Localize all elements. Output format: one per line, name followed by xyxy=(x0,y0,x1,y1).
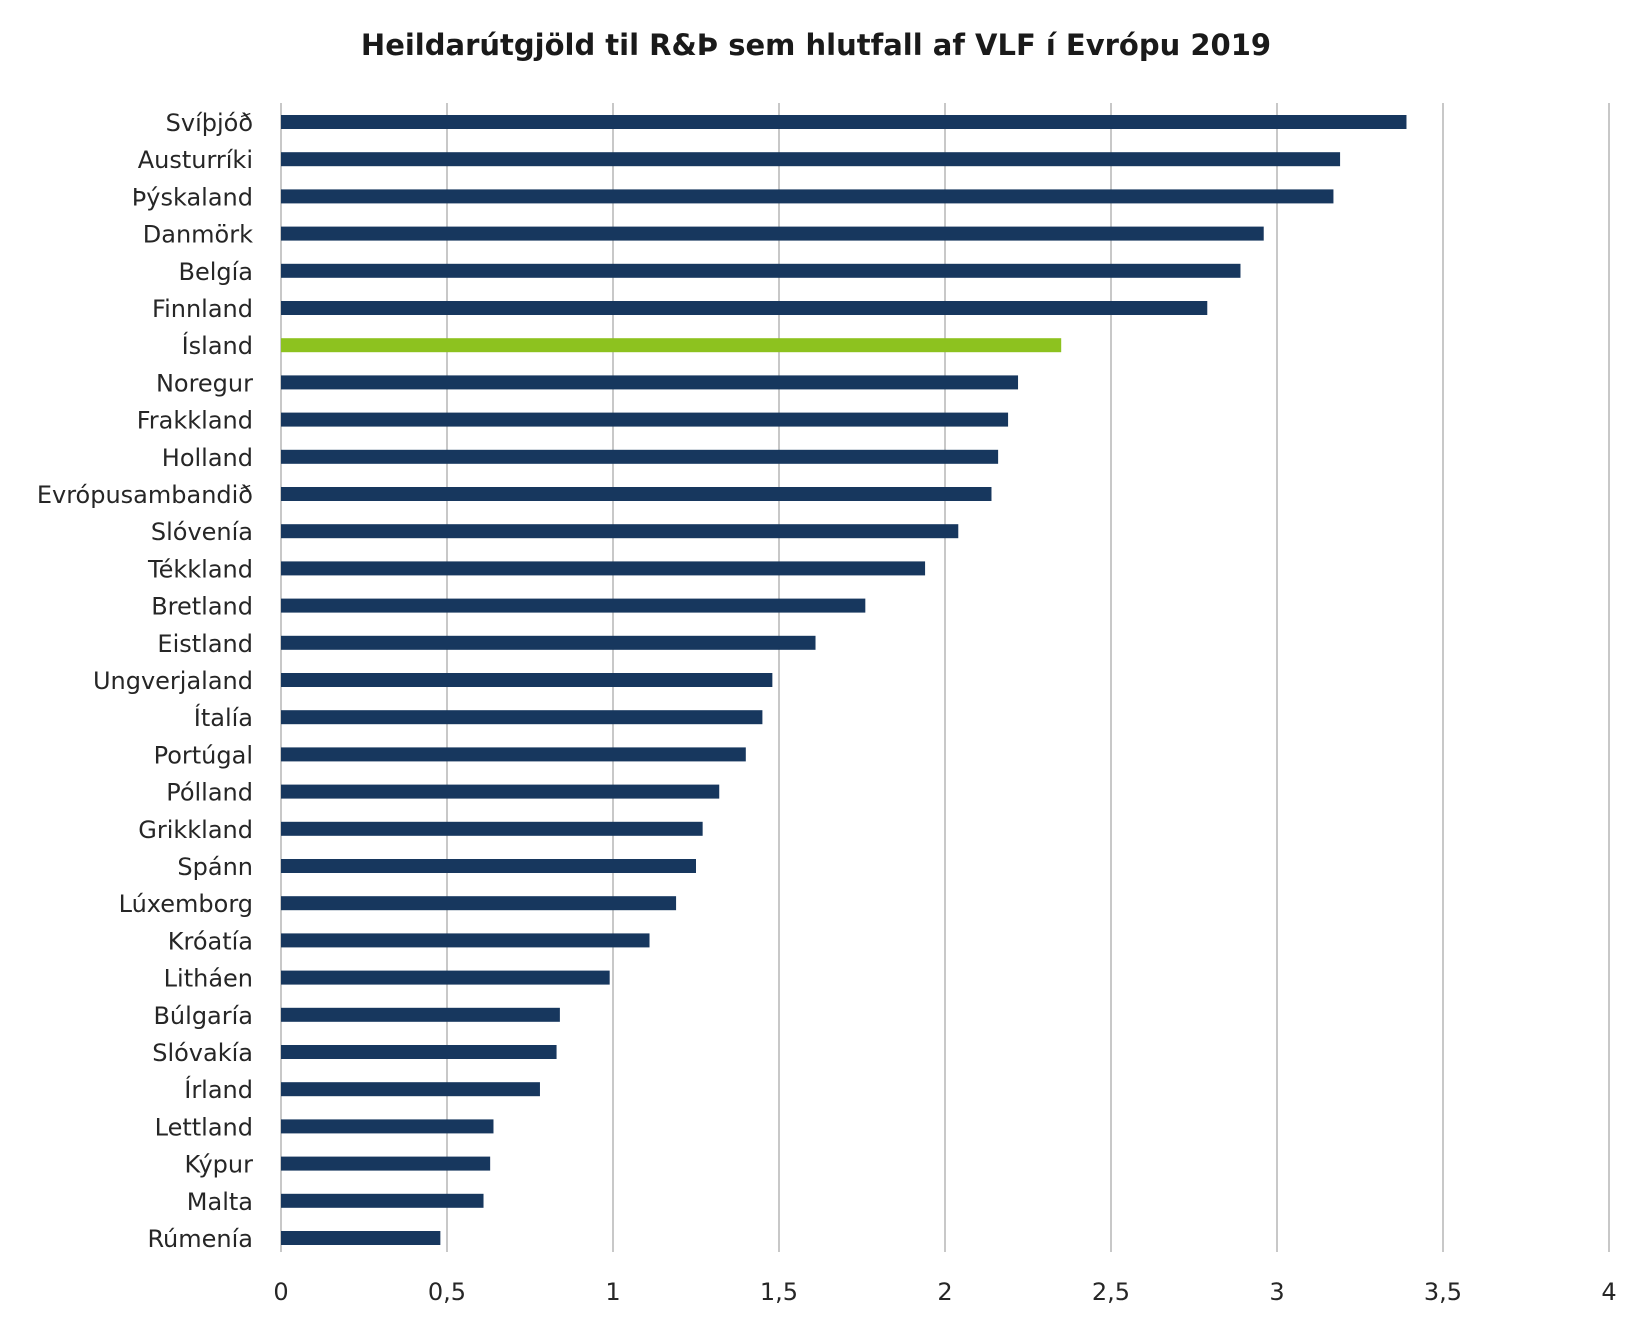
bar xyxy=(281,1231,441,1245)
category-label: Írland xyxy=(184,1075,253,1104)
category-label: Belgía xyxy=(178,258,253,286)
bar xyxy=(281,1119,494,1134)
category-label: Litháen xyxy=(164,965,253,993)
category-label: Kýpur xyxy=(184,1151,253,1179)
category-label: Finnland xyxy=(152,295,253,323)
category-label: Ísland xyxy=(182,331,253,360)
bar xyxy=(281,561,926,576)
bar-highlight xyxy=(281,338,1062,353)
category-label: Noregur xyxy=(156,369,253,397)
category-label: Rúmenía xyxy=(147,1225,253,1253)
bar xyxy=(281,487,992,501)
bar xyxy=(281,1007,560,1022)
category-label: Búlgaría xyxy=(153,1002,253,1030)
bar xyxy=(281,1082,540,1097)
bar xyxy=(281,115,1407,129)
category-label: Holland xyxy=(162,444,253,472)
category-label: Malta xyxy=(187,1188,253,1216)
bar xyxy=(281,412,1009,427)
bar xyxy=(281,375,1019,390)
bar xyxy=(281,710,763,725)
category-label: Frakkland xyxy=(137,407,253,435)
category-label: Bretland xyxy=(151,593,253,621)
x-tick-label: 1,5 xyxy=(760,1278,798,1306)
bar xyxy=(281,1156,491,1171)
bar xyxy=(281,301,1208,315)
bar xyxy=(281,226,1264,241)
bar xyxy=(281,1193,484,1208)
bar xyxy=(281,747,746,762)
category-label: Þýskaland xyxy=(132,183,253,211)
bar xyxy=(281,152,1341,167)
x-tick-label: 2,5 xyxy=(1092,1278,1130,1306)
bar xyxy=(281,784,720,799)
bar xyxy=(281,189,1334,204)
bar xyxy=(281,859,696,873)
x-tick-label: 2 xyxy=(937,1278,952,1306)
category-label: Austurríki xyxy=(138,146,253,174)
category-label: Slóvakía xyxy=(152,1039,253,1067)
bar xyxy=(281,821,703,836)
x-tick-label: 4 xyxy=(1601,1278,1616,1306)
category-label: Spánn xyxy=(177,853,253,881)
chart-title: Heildarútgjöld til R&Þ sem hlutfall af V… xyxy=(360,28,1272,62)
category-label: Tékkland xyxy=(147,555,253,583)
category-label: Eistland xyxy=(157,630,253,658)
bar xyxy=(281,970,610,985)
category-label: Evrópusambandið xyxy=(37,481,253,509)
category-label: Króatía xyxy=(168,927,253,955)
category-label: Grikkland xyxy=(138,816,253,844)
bar xyxy=(281,449,999,464)
bar xyxy=(281,635,816,650)
x-tick-label: 3 xyxy=(1269,1278,1284,1306)
x-tick-label: 0,5 xyxy=(428,1278,466,1306)
category-label: Lúxemborg xyxy=(119,890,253,918)
category-label: Ítalía xyxy=(194,703,253,732)
bar xyxy=(281,673,773,687)
bar xyxy=(281,1045,557,1059)
bar xyxy=(281,524,959,539)
bar xyxy=(281,263,1241,278)
category-label: Slóvenía xyxy=(151,518,253,546)
category-label: Ungverjaland xyxy=(93,667,253,695)
category-label: Portúgal xyxy=(154,741,253,769)
x-tick-label: 3,5 xyxy=(1424,1278,1462,1306)
x-tick-label: 0 xyxy=(273,1278,288,1306)
x-tick-label: 1 xyxy=(605,1278,620,1306)
category-label: Danmörk xyxy=(143,221,253,249)
bar xyxy=(281,896,677,911)
bar xyxy=(281,598,866,613)
category-label: Svíþjóð xyxy=(166,109,253,137)
category-label: Pólland xyxy=(166,779,253,807)
category-label: Lettland xyxy=(155,1113,253,1141)
bar xyxy=(281,933,650,948)
